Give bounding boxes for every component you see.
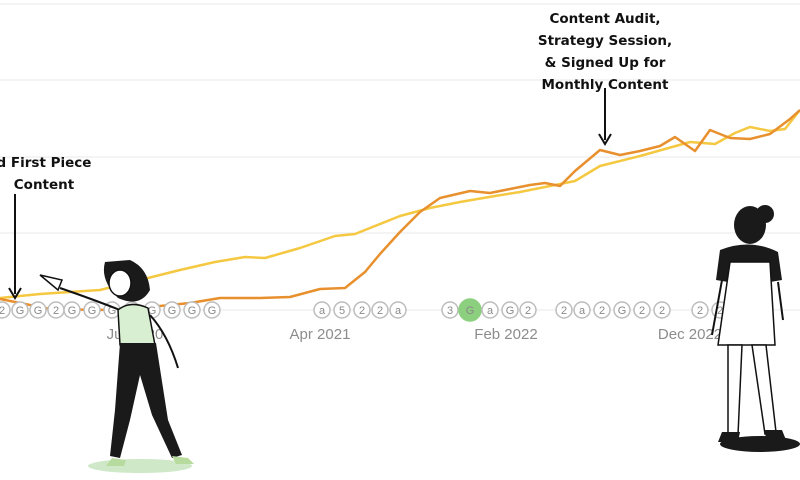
event-marker-label: 2 [359,305,365,317]
event-marker: G [163,301,181,319]
annotation-arrows [8,88,612,300]
event-marker: 2 [47,301,65,319]
series-lines [0,109,800,312]
annotation-right: Content Audit, Strategy Session, & Signe… [537,11,673,93]
event-marker: G [613,301,631,319]
event-marker-label: a [395,305,402,317]
event-marker: a [573,301,591,319]
event-marker-label: 2 [525,305,531,317]
event-marker-label: G [34,305,43,317]
event-marker: a [389,301,407,319]
annotation-left: d First Piece Content [0,155,92,193]
event-marker-label: G [148,305,157,317]
event-marker-label: 2 [599,305,605,317]
right-arrow-head [598,133,612,146]
event-marker: 2 [519,301,537,319]
event-marker-label: G [466,305,475,317]
woman-pointing-illustration [39,260,194,473]
event-marker-label: G [208,305,217,317]
left-arrow-head [8,287,22,300]
series-line-0 [0,109,800,300]
event-marker: 2 [633,301,651,319]
event-marker: G [458,298,482,322]
x-tick-label: Dec 2022 [658,326,722,343]
event-marker-label: 2 [717,305,723,317]
event-marker-label: G [618,305,627,317]
event-marker: 2 [371,301,389,319]
event-marker-label: G [188,305,197,317]
x-tick-label: Apr 2021 [290,326,351,343]
woman-standing-illustration [711,205,800,452]
event-marker-label: 2 [0,305,5,317]
event-marker: G [29,301,47,319]
event-marker-label: a [579,305,586,317]
event-marker-label: G [68,305,77,317]
event-marker: a [313,301,331,319]
event-marker-label: G [506,305,515,317]
event-marker-label: 2 [53,305,59,317]
event-marker-label: 2 [377,305,383,317]
event-marker: 2 [653,301,671,319]
event-marker: 2 [555,301,573,319]
event-marker: 2 [353,301,371,319]
event-marker: a [481,301,499,319]
event-marker: G [203,301,221,319]
event-marker-label: 5 [339,305,345,317]
event-marker-label: a [319,305,326,317]
event-markers: 2GG2GGGGGGGGa522a3GaG22a2G2222 [0,298,729,322]
x-tick-label: Feb 2022 [474,326,537,343]
event-marker-label: 2 [697,305,703,317]
event-marker: G [501,301,519,319]
event-marker: 3 [441,301,459,319]
event-marker: 2 [593,301,611,319]
series-line-1 [0,109,800,312]
event-marker: G [183,301,201,319]
event-marker-label: a [487,305,494,317]
event-marker-label: 2 [639,305,645,317]
event-marker-label: 2 [561,305,567,317]
event-marker-label: G [16,305,25,317]
event-marker-label: G [108,305,117,317]
event-marker-label: G [168,305,177,317]
event-marker: G [11,301,29,319]
event-marker: G [83,301,101,319]
event-marker: 2 [0,301,11,319]
event-marker-label: G [88,305,97,317]
event-marker: 5 [333,301,351,319]
event-marker: G [63,301,81,319]
event-marker-label: 3 [447,305,453,317]
event-marker: 2 [691,301,709,319]
event-marker-label: 2 [659,305,665,317]
